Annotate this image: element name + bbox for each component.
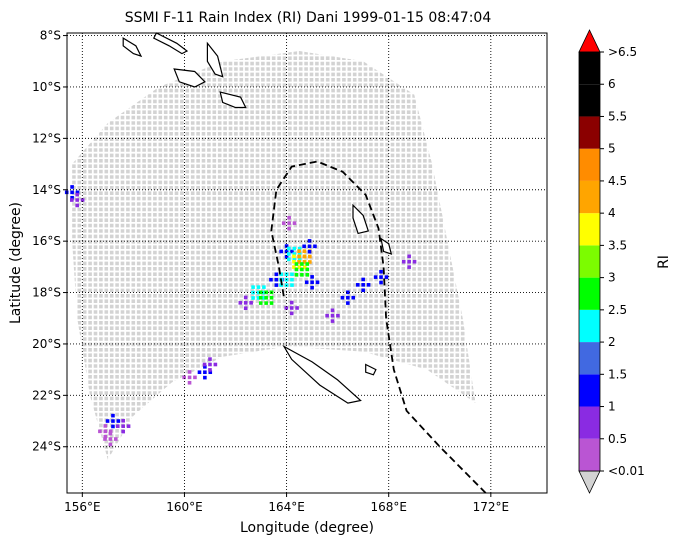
colorbar-segment — [579, 438, 600, 471]
rain-pixel — [287, 246, 302, 262]
grid-layer — [67, 33, 547, 493]
coastline — [380, 237, 393, 255]
rain-pixel — [302, 239, 317, 254]
x-axis-label: Longitude (degree) — [240, 520, 374, 536]
coastline — [352, 203, 370, 235]
coastline — [152, 32, 189, 55]
y-tick-label: 16°S — [32, 234, 61, 248]
colorbar-segment — [579, 180, 600, 214]
x-tick-label: 164°E — [268, 500, 305, 514]
colorbar-segment — [579, 245, 600, 278]
rain-pixel — [294, 262, 310, 277]
x-tick-label: 156°E — [64, 500, 101, 514]
colorbar-tick-label: 3.5 — [608, 238, 627, 252]
x-tick-label: 168°E — [370, 500, 407, 514]
rain-pixel — [105, 413, 121, 429]
colorbar-tick-label: 5 — [608, 142, 616, 156]
rain-pixel — [197, 365, 213, 380]
rain-pixel — [115, 418, 131, 434]
coastline — [282, 344, 362, 404]
rain-pixel — [182, 370, 197, 385]
coastline — [206, 41, 224, 78]
colorbar-frame — [578, 51, 601, 472]
x-tick-label: 160°E — [166, 500, 203, 514]
colorbar-tick-label: 1 — [608, 400, 616, 414]
colorbar-tick-label: <0.01 — [608, 464, 645, 478]
colorbar-tick-label: 1.5 — [608, 367, 627, 381]
colorbar-tick-label: 4.5 — [608, 174, 627, 188]
colorbar-segment — [579, 116, 600, 149]
rain-pixel — [284, 300, 299, 316]
colorbar: <0.01 0.5 1 1.5 2 2.5 3 3.5 4 4.5 5 5.5 6 >6.5 — [578, 29, 645, 494]
y-axis-ticks: 8°S 10°S 12°S 14°S 16°S 18°S 20°S 22°S 24°S — [32, 29, 67, 454]
colorbar-segment — [579, 148, 600, 181]
y-tick-label: 10°S — [32, 80, 61, 94]
track-layer — [270, 160, 487, 494]
y-tick-label: 20°S — [32, 337, 61, 351]
colorbar-segment — [579, 213, 600, 246]
rain-pixel — [70, 192, 85, 208]
colorbar-tick-label: 2 — [608, 335, 616, 349]
colorbar-tick-label: >6.5 — [608, 45, 637, 59]
coastline — [173, 68, 206, 88]
colorbar-segment — [579, 374, 600, 407]
rain-pixel — [340, 290, 356, 305]
rain-pixel — [355, 277, 371, 293]
colorbar-tick-label: 4 — [608, 206, 616, 220]
dashed-boundary-line — [270, 160, 487, 494]
colorbar-segment — [579, 342, 600, 375]
x-tick-label: 172°E — [473, 500, 510, 514]
y-tick-label: 18°S — [32, 286, 61, 300]
colorbar-label: RI — [656, 255, 672, 269]
colorbar-segment — [579, 309, 600, 343]
colorbar-under-arrow — [578, 470, 601, 494]
rain-pixel — [103, 431, 118, 447]
x-axis-ticks: 156°E 160°E 164°E 168°E 172°E — [64, 493, 509, 514]
coastline — [219, 91, 247, 109]
colorbar-segment — [579, 277, 600, 310]
plot-border — [66, 32, 548, 494]
plot-area — [64, 32, 548, 494]
colorbar-segment — [579, 406, 600, 439]
chart-title: SSMI F-11 Rain Index (RI) Dani 1999-01-1… — [125, 10, 492, 26]
y-tick-label: 8°S — [40, 29, 61, 43]
y-tick-label: 22°S — [32, 388, 61, 402]
y-tick-label: 14°S — [32, 183, 61, 197]
coastline — [122, 37, 143, 58]
y-tick-label: 24°S — [32, 440, 61, 454]
rain-pixel — [304, 275, 320, 290]
colorbar-segment — [579, 52, 600, 85]
colorbar-tick-label: 6 — [608, 77, 616, 91]
rain-pixel — [238, 295, 253, 311]
y-axis-label: Latitude (degree) — [8, 202, 24, 324]
rain-pixel — [325, 308, 340, 323]
colorbar-segment — [579, 84, 600, 117]
colorbar-over-arrow — [578, 29, 601, 53]
colorbar-tick-label: 3 — [608, 271, 616, 285]
coastline-layer — [122, 32, 393, 404]
rain-pixel — [202, 357, 218, 372]
rain-pixel — [401, 254, 417, 269]
rain-pixel — [373, 269, 389, 285]
coastline — [365, 363, 377, 376]
colorbar-tick-label: 0.5 — [608, 432, 627, 446]
y-tick-label: 12°S — [32, 131, 61, 145]
colorbar-tick-label: 2.5 — [608, 303, 627, 317]
rain-pixel — [281, 215, 297, 231]
colorbar-tick-label: 5.5 — [608, 109, 627, 123]
rain-pixel — [98, 424, 113, 439]
